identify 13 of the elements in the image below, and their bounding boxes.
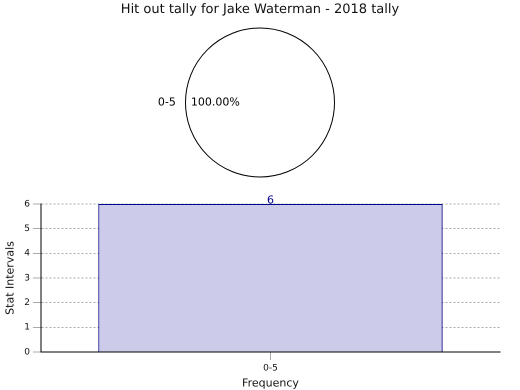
y-tick-label: 4: [24, 248, 30, 259]
y-tick-label: 6: [24, 199, 30, 210]
x-axis-title: Frequency: [242, 376, 300, 390]
data-label: 100.00%: [190, 95, 240, 108]
chart-title: Hit out tally for Jake Waterman - 2018 tally: [120, 1, 400, 19]
y-tick-label: 3: [24, 273, 30, 284]
y-axis-title: Stat Intervals: [3, 240, 16, 315]
y-tick-label: 2: [24, 298, 30, 308]
data-label: 6: [266, 193, 274, 206]
y-tick-label: 0: [24, 347, 30, 358]
y-tick-label: 1: [24, 322, 30, 333]
y-tick-label: 5: [24, 224, 30, 234]
slice-label: 0-5: [158, 95, 176, 108]
